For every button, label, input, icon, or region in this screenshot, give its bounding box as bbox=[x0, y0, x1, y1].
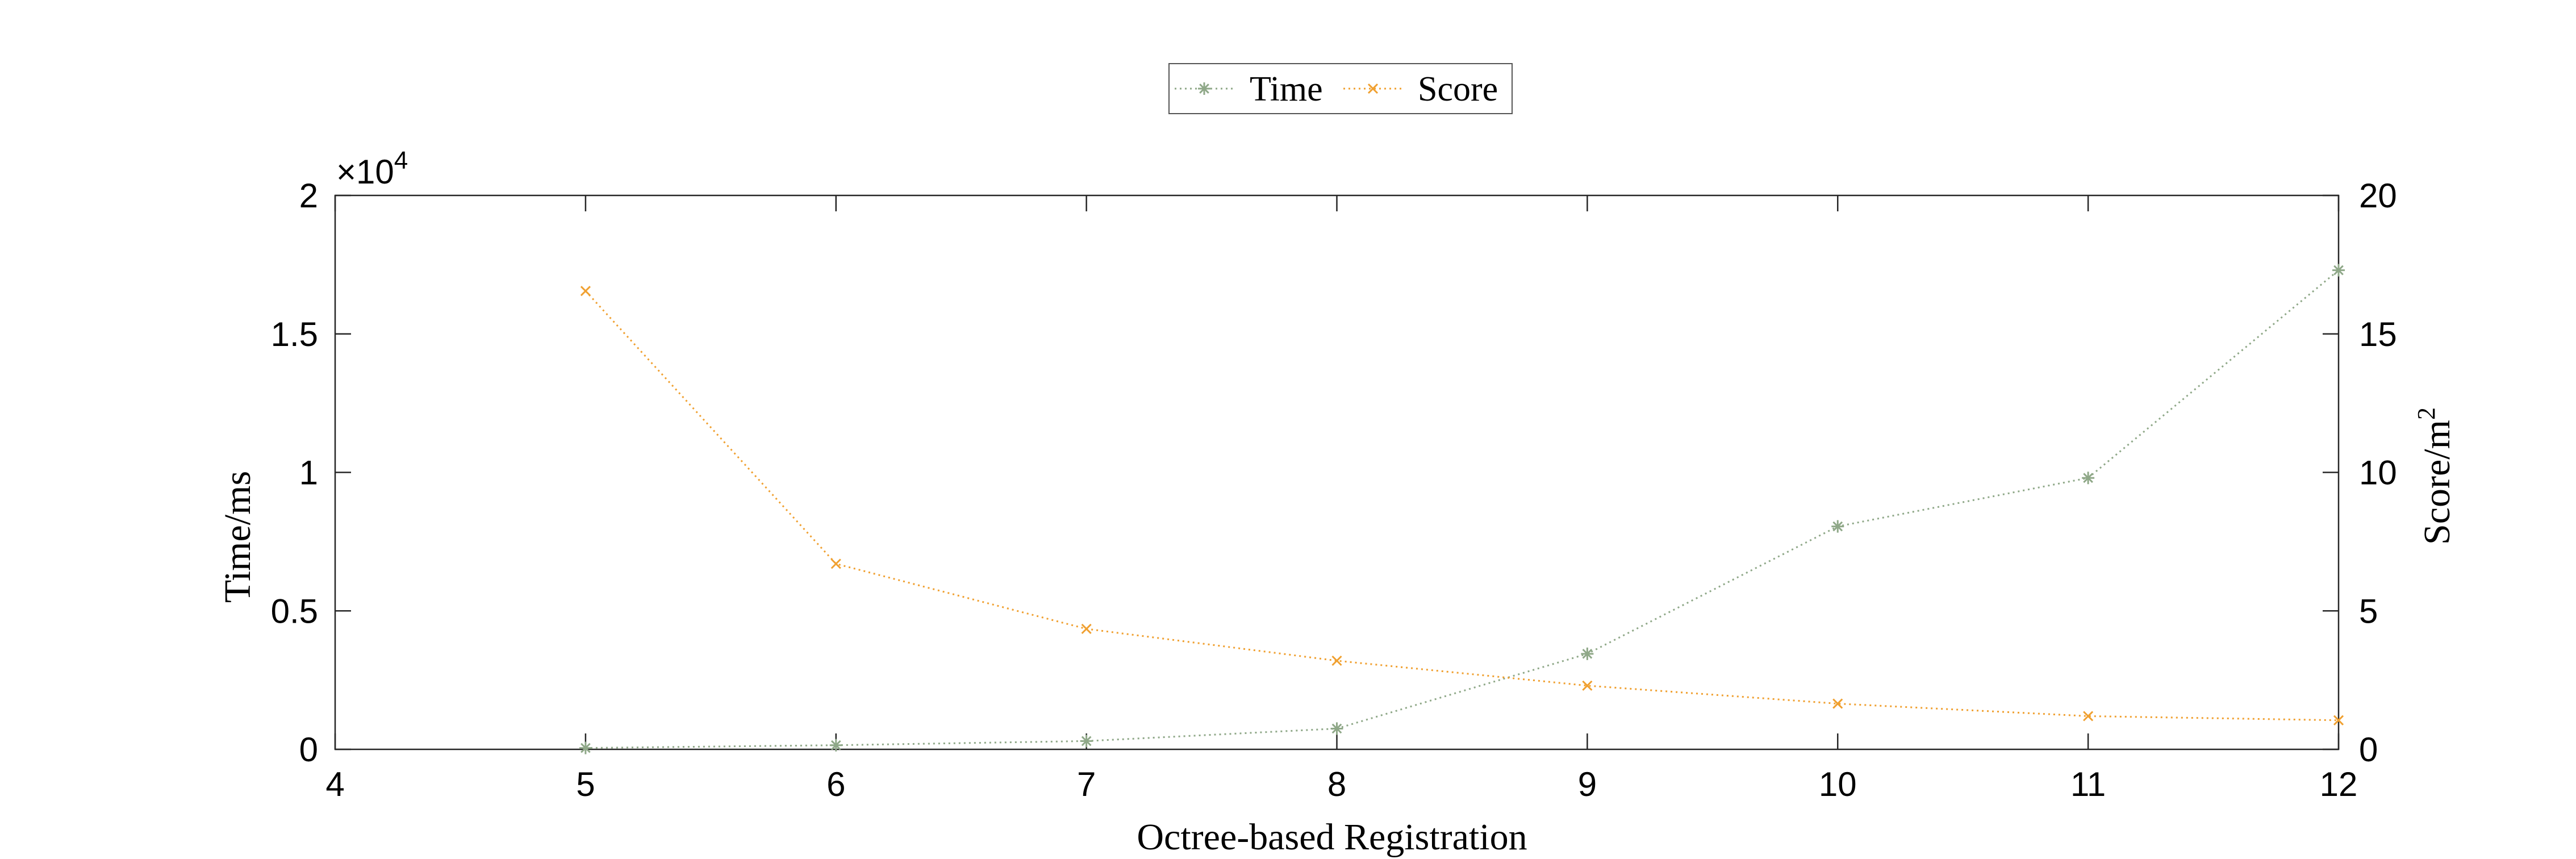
series-score-point bbox=[830, 558, 841, 569]
legend: Time Score bbox=[1168, 63, 1513, 114]
series-time-point bbox=[2332, 264, 2345, 277]
left-y-tick-label: 0 bbox=[299, 731, 318, 769]
left-axis-exponent-label: ×104 bbox=[336, 147, 408, 191]
legend-time-label: Time bbox=[1250, 70, 1323, 109]
series-score-point bbox=[1582, 680, 1593, 691]
series-score-point bbox=[1081, 623, 1092, 634]
x-tick-label: 11 bbox=[2070, 765, 2106, 803]
right-y-tick-label: 20 bbox=[2359, 177, 2397, 215]
left-y-axis-title: Time/ms bbox=[217, 471, 258, 603]
x-tick-label: 4 bbox=[325, 765, 344, 803]
series-score-point bbox=[580, 286, 591, 297]
series-score-line bbox=[584, 290, 2339, 722]
legend-score-marker-glyph bbox=[1367, 83, 1379, 94]
series-time-point bbox=[1080, 735, 1093, 748]
right-y-axis-title-base: Score/m bbox=[2416, 420, 2458, 545]
series-score-point bbox=[2333, 715, 2344, 725]
series-time-point bbox=[1581, 647, 1594, 660]
left-axis-exponent-base: ×10 bbox=[336, 153, 394, 191]
legend-time-marker-glyph bbox=[1198, 82, 1210, 95]
right-y-tick-label: 10 bbox=[2359, 454, 2397, 492]
left-y-tick-label: 1 bbox=[299, 454, 318, 492]
series-time-point bbox=[2082, 472, 2095, 485]
x-tick-label: 8 bbox=[1327, 765, 1346, 803]
series-time-point bbox=[829, 739, 842, 752]
x-tick-label: 9 bbox=[1578, 765, 1597, 803]
x-tick-label: 5 bbox=[576, 765, 595, 803]
left-axis-exponent-power: 4 bbox=[394, 147, 408, 174]
left-y-tick-label: 0.5 bbox=[271, 592, 318, 630]
series-time-point bbox=[579, 741, 592, 754]
series-time-point bbox=[1330, 722, 1343, 735]
right-y-axis-title: Score/m2 bbox=[2412, 407, 2458, 545]
series-score-point bbox=[1832, 698, 1843, 709]
x-tick-label: 6 bbox=[826, 765, 845, 803]
right-y-tick-label: 15 bbox=[2359, 315, 2397, 353]
series-score-point bbox=[2083, 711, 2094, 722]
series-score-point bbox=[1331, 655, 1342, 666]
left-y-tick-label: 1.5 bbox=[271, 315, 318, 353]
legend-time-marker bbox=[1198, 82, 1210, 95]
x-tick-label: 10 bbox=[1819, 765, 1857, 803]
right-y-tick-label: 5 bbox=[2359, 592, 2378, 630]
legend-score-label: Score bbox=[1418, 70, 1498, 109]
series-time-point bbox=[1831, 520, 1844, 533]
right-y-tick-label: 0 bbox=[2359, 731, 2378, 769]
legend-score-marker bbox=[1367, 83, 1379, 94]
series-time-line bbox=[585, 269, 2339, 749]
x-axis-title: Octree-based Registration bbox=[1137, 816, 1527, 858]
left-y-tick-label: 2 bbox=[299, 177, 318, 215]
right-y-axis-title-superscript: 2 bbox=[2412, 407, 2440, 420]
x-tick-label: 7 bbox=[1077, 765, 1096, 803]
x-tick-label: 12 bbox=[2320, 765, 2358, 803]
